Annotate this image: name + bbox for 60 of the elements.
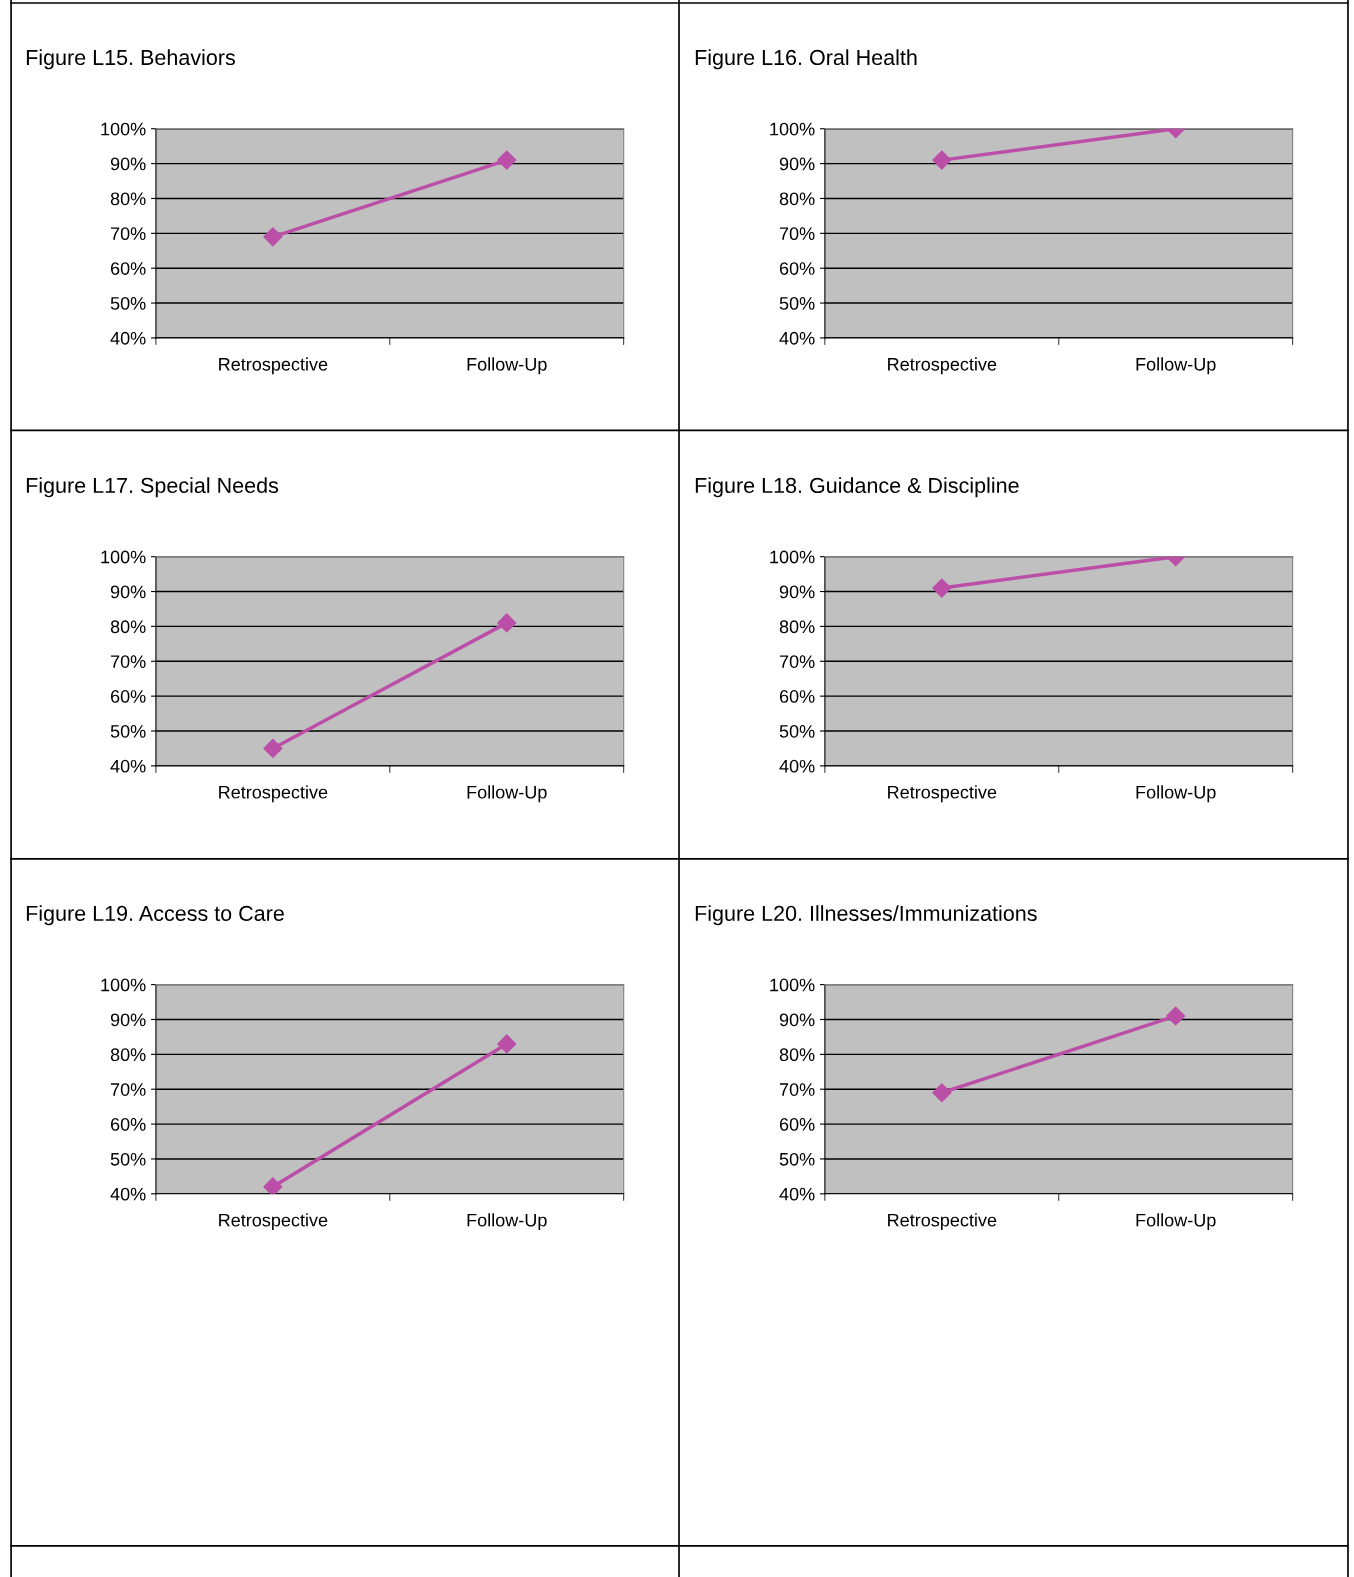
y-tick-label: 70% [779, 655, 815, 668]
y-tick-label: 70% [110, 1083, 146, 1096]
chart-title: Figure L15. Behaviors [26, 49, 235, 70]
y-tick-label: 50% [779, 297, 815, 310]
x-tick-label: Retrospective [219, 1213, 328, 1231]
x-tick-label: Retrospective [888, 1213, 997, 1231]
y-tick-label: 40% [110, 1187, 146, 1201]
chart-title: Figure L19. Access to Care [26, 905, 284, 926]
chart-title: Figure L17. Special Needs [26, 477, 279, 498]
y-tick-label: 80% [110, 1048, 146, 1062]
y-tick-label: 80% [779, 620, 815, 634]
y-tick-label: 60% [779, 262, 815, 275]
y-tick-label: 100% [101, 550, 146, 564]
y-tick-label: 40% [110, 759, 146, 773]
y-tick-label: 40% [779, 331, 815, 345]
y-tick-label: 70% [779, 1083, 815, 1096]
y-tick-label: 100% [101, 978, 146, 992]
y-tick-label: 50% [779, 1152, 815, 1166]
y-tick-label: 50% [779, 724, 815, 738]
chart-title: Figure L16. Oral Health [695, 49, 917, 70]
y-tick-label: 70% [110, 655, 146, 668]
y-tick-label: 50% [110, 297, 146, 310]
chart-title: Figure L18. Guidance & Discipline [695, 477, 1019, 498]
y-tick-label: 40% [779, 1187, 815, 1201]
x-tick-label: Follow-Up [1136, 357, 1216, 375]
chart-title: Figure L20. Illnesses/Immunizations [695, 905, 1037, 926]
y-tick-label: 80% [110, 620, 146, 634]
y-tick-label: 50% [110, 1152, 146, 1166]
y-tick-label: 80% [779, 1048, 815, 1062]
y-tick-label: 90% [779, 157, 815, 171]
x-tick-label: Follow-Up [467, 785, 547, 803]
y-tick-label: 100% [101, 122, 146, 136]
y-tick-label: 90% [110, 585, 146, 599]
x-tick-label: Retrospective [888, 785, 997, 803]
x-tick-label: Follow-Up [467, 357, 547, 375]
y-tick-label: 100% [770, 550, 815, 564]
x-tick-label: Retrospective [888, 357, 997, 375]
y-tick-label: 90% [110, 1013, 146, 1027]
y-tick-label: 70% [110, 227, 146, 241]
x-tick-label: Retrospective [219, 357, 328, 375]
y-tick-label: 90% [779, 585, 815, 599]
y-tick-label: 70% [779, 227, 815, 241]
x-tick-label: Retrospective [219, 785, 328, 803]
y-tick-label: 50% [110, 724, 146, 738]
y-tick-label: 80% [779, 192, 815, 206]
y-tick-label: 60% [110, 1118, 146, 1131]
y-tick-label: 60% [110, 690, 146, 703]
y-tick-label: 40% [779, 759, 815, 773]
y-tick-label: 80% [110, 192, 146, 206]
x-tick-label: Follow-Up [1136, 1213, 1216, 1231]
x-tick-label: Follow-Up [1136, 785, 1216, 803]
y-tick-label: 40% [110, 331, 146, 345]
y-tick-label: 60% [779, 1118, 815, 1131]
y-tick-label: 90% [110, 157, 146, 171]
y-tick-label: 60% [110, 262, 146, 275]
y-tick-label: 60% [779, 690, 815, 703]
x-tick-label: Follow-Up [467, 1213, 547, 1231]
y-tick-label: 100% [770, 122, 815, 136]
y-tick-label: 90% [779, 1013, 815, 1027]
y-tick-label: 100% [770, 978, 815, 992]
